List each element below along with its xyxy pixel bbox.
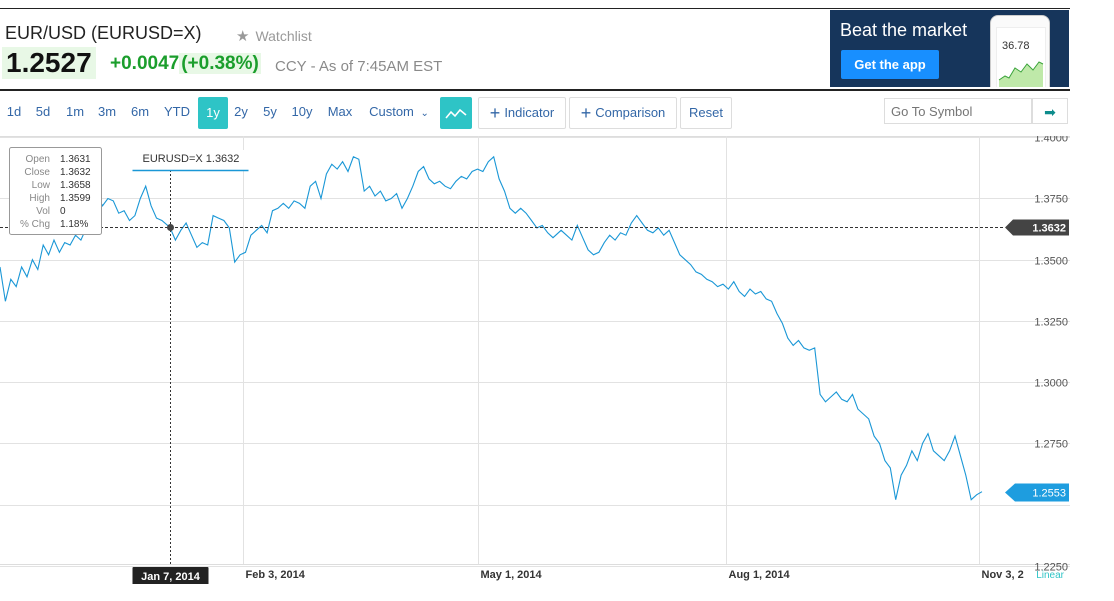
watchlist-button[interactable]: ★ Watchlist (236, 27, 312, 45)
plus-icon: + (489, 103, 501, 123)
x-tick-label: Feb 3, 2014 (246, 569, 306, 581)
crosshair-value-marker (1005, 219, 1069, 236)
scale-linear-toggle[interactable]: Linear (1036, 570, 1064, 581)
get-app-button[interactable]: Get the app (841, 50, 939, 79)
change-value: +0.0047 (110, 53, 180, 74)
reset-button[interactable]: Reset (680, 97, 732, 129)
range-2y[interactable]: 2y (228, 97, 254, 127)
promo-headline: Beat the market (840, 20, 968, 40)
ohlc-value: 1.3658 (60, 180, 91, 191)
crosshair-point (167, 224, 174, 231)
range-1m[interactable]: 1m (60, 97, 90, 127)
comparison-label: Comparison (595, 105, 666, 120)
y-tick-label: 1.4000 (1034, 136, 1068, 145)
range-max[interactable]: Max (322, 97, 358, 127)
star-icon: ★ (236, 28, 250, 45)
ohlc-label: Low (32, 180, 51, 191)
chevron-down-icon: ⌄ (420, 108, 429, 119)
chart-toolbar: 1d 5d 1m 3m 6m YTD 1y 2y 5y 10y Max Cust… (0, 97, 1070, 129)
y-tick-label: 1.3000 (1034, 378, 1068, 390)
y-tick-label: 1.3250 (1034, 317, 1068, 329)
crosshair-date-box (132, 567, 209, 585)
range-ytd[interactable]: YTD (158, 97, 196, 127)
arrow-right-icon: ➡ (1044, 104, 1056, 120)
custom-label: Custom (369, 104, 414, 119)
ohlc-value: 1.18% (60, 219, 88, 230)
crosshair-value-label: 1.3632 (1032, 223, 1066, 235)
watchlist-label: Watchlist (255, 28, 312, 44)
go-arrow-button[interactable]: ➡ (1032, 98, 1068, 124)
app-promo-banner[interactable]: Beat the market Get the app 36.78 (830, 10, 1069, 87)
x-tick-label: Nov 3, 2 (982, 569, 1024, 581)
range-6m[interactable]: 6m (126, 97, 154, 127)
indicator-button[interactable]: + Indicator (478, 97, 566, 129)
series-label-box (132, 150, 249, 170)
last-price-marker (1005, 483, 1069, 502)
range-5d[interactable]: 5d (30, 97, 56, 127)
quote-title: EUR/USD (EURUSD=X) (5, 23, 202, 43)
symbol-search-input[interactable] (884, 98, 1032, 124)
series-label-text: EURUSD=X 1.3632 (143, 153, 240, 165)
range-1y[interactable]: 1y (198, 97, 228, 129)
change-percent: (+0.38%) (179, 53, 261, 74)
x-tick-label: May 1, 2014 (481, 569, 543, 581)
price-series-line (0, 155, 983, 501)
line-chart-icon (445, 108, 467, 119)
chart-svg[interactable]: 1.4000 1.3750 1.3500 1.3250 1.3000 1.2750 1.22… (0, 133, 1070, 585)
price-chart[interactable]: 1.4000 1.3750 1.3500 1.3250 1.3000 1.2750 1.22… (0, 133, 1070, 585)
ohlc-label: High (29, 193, 50, 204)
y-tick-label: 1.3750 (1034, 194, 1068, 206)
ohlc-value: 0 (60, 206, 66, 217)
current-price: 1.2527 (2, 47, 96, 79)
ohlc-label: Open (26, 154, 50, 165)
ohlc-value: 1.3632 (60, 167, 91, 178)
crosshair-date-label: Jan 7, 2014 (141, 571, 201, 583)
ohlc-label: % Chg (20, 219, 50, 230)
phone-screen: 36.78 (996, 27, 1046, 87)
phone-quote-value: 36.78 (1002, 40, 1030, 52)
comparison-button[interactable]: + Comparison (569, 97, 677, 129)
range-5y[interactable]: 5y (257, 97, 283, 127)
price-change: +0.0047 (+0.38%) (110, 53, 261, 75)
chart-type-button[interactable] (440, 97, 472, 129)
quote-header: EUR/USD (EURUSD=X) ★ Watchlist 1.2527 +0.… (0, 8, 1070, 91)
indicator-label: Indicator (504, 105, 555, 120)
range-1d[interactable]: 1d (0, 97, 28, 127)
y-tick-label: 1.3500 (1034, 256, 1068, 268)
last-price-label: 1.2553 (1032, 488, 1066, 500)
ohlc-tooltip (9, 147, 102, 235)
plus-icon: + (580, 103, 592, 123)
range-10y[interactable]: 10y (287, 97, 317, 127)
custom-range-dropdown[interactable]: Custom ⌄ (362, 97, 436, 127)
ohlc-label: Close (24, 167, 50, 178)
phone-mini-chart (998, 61, 1044, 87)
y-tick-label: 1.2750 (1034, 439, 1068, 451)
phone-illustration: 36.78 (990, 15, 1050, 87)
y-tick-label: 1.2250 (1034, 562, 1068, 574)
as-of-timestamp: CCY - As of 7:45AM EST (275, 58, 443, 75)
ohlc-value: 1.3599 (60, 193, 91, 204)
range-3m[interactable]: 3m (93, 97, 121, 127)
ohlc-label: Vol (36, 206, 50, 217)
x-tick-label: Aug 1, 2014 (729, 569, 791, 581)
ohlc-value: 1.3631 (60, 154, 91, 165)
